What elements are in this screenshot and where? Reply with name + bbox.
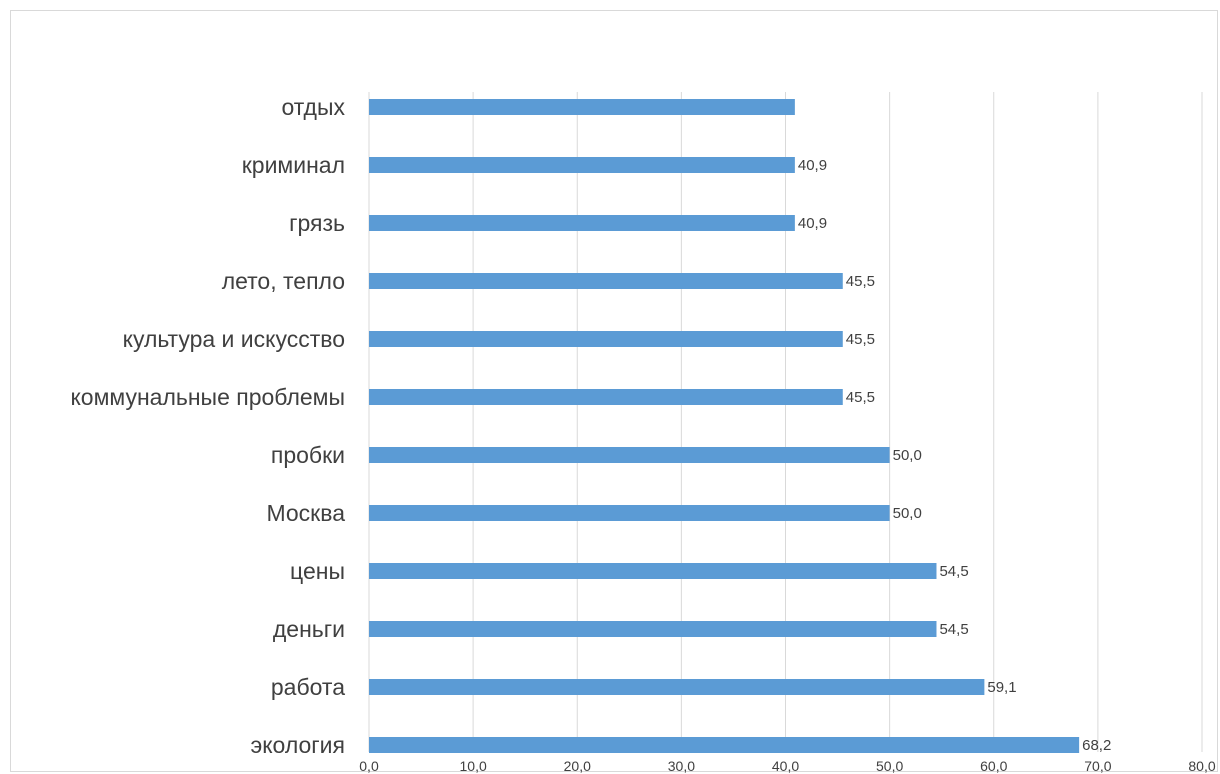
bar-11 [369,737,1080,753]
data-label-2: 40,9 [798,215,827,232]
data-label-5: 45,5 [846,389,875,406]
data-label-4: 45,5 [846,331,875,348]
category-label-7: Москва [266,500,345,526]
x-tick-label-7: 70,0 [1084,758,1111,774]
category-label-0: отдых [281,94,345,120]
data-label-11: 68,2 [1082,737,1111,754]
category-label-8: цены [290,558,345,584]
x-tick-label-8: 80,0 [1188,758,1215,774]
data-label-1: 40,9 [798,157,827,174]
data-label-3: 45,5 [846,273,875,290]
bar-4 [369,331,843,347]
bar-10 [369,679,985,695]
bar-0 [369,99,795,115]
data-label-10: 59,1 [987,679,1016,696]
x-tick-label-5: 50,0 [876,758,903,774]
category-label-6: пробки [271,442,345,468]
data-label-7: 50,0 [893,505,922,522]
x-tick-label-4: 40,0 [772,758,799,774]
data-label-9: 54,5 [939,621,968,638]
category-label-3: лето, тепло [222,268,345,294]
category-label-5: коммунальные проблемы [70,384,345,410]
x-tick-label-0: 0,0 [359,758,379,774]
bar-7 [369,505,890,521]
gridlines [368,92,1203,752]
bars [369,99,1080,753]
bar-6 [369,447,890,463]
bar-2 [369,215,795,231]
category-label-4: культура и искусство [123,326,345,352]
x-tick-label-3: 30,0 [668,758,695,774]
x-tick-label-1: 10,0 [460,758,487,774]
category-label-1: криминал [242,152,345,178]
bar-8 [369,563,937,579]
x-tick-label-6: 60,0 [980,758,1007,774]
x-tick-label-2: 20,0 [564,758,591,774]
category-label-9: деньги [273,616,345,642]
x-axis-tick-labels: 0,0 10,0 20,0 30,0 40,0 50,0 60,0 70,0 80,0 [359,758,1216,774]
category-label-10: работа [271,674,345,700]
bar-9 [369,621,937,637]
bar-3 [369,273,843,289]
category-label-2: грязь [289,210,345,236]
bar-5 [369,389,843,405]
data-label-6: 50,0 [893,447,922,464]
data-labels: 40,9 40,9 45,5 45,5 45,5 50,0 50,0 54,5 54,5 59,1… [798,157,1111,754]
category-label-11: экология [250,732,345,758]
category-labels: отдых криминал грязь лето, тепло культура и … [70,94,345,758]
bar-1 [369,157,795,173]
data-label-8: 54,5 [939,563,968,580]
